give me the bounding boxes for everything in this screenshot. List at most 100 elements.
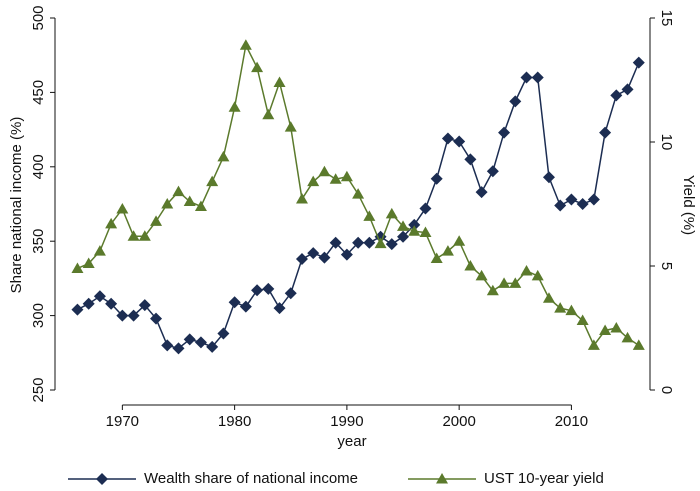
triangle-marker [587, 339, 600, 350]
triangle-marker [464, 260, 477, 271]
triangle-marker [318, 165, 331, 177]
x-tick-label: 2000 [442, 413, 475, 430]
x-tick-label: 1970 [106, 413, 139, 430]
triangle-marker [273, 76, 286, 87]
diamond-marker [82, 297, 95, 310]
triangle-marker [340, 170, 353, 182]
diamond-marker [284, 287, 297, 300]
triangle-marker [430, 252, 443, 264]
legend-label: UST 10-year yield [484, 470, 604, 487]
diamond-marker [228, 296, 241, 309]
diamond-marker [217, 327, 230, 340]
triangle-marker [632, 339, 645, 350]
triangle-marker [531, 269, 544, 281]
y2-tick-label: 10 [658, 134, 675, 151]
diamond-marker [587, 193, 600, 206]
diamond-marker [239, 300, 252, 313]
diamond-marker [138, 299, 151, 312]
triangle-marker [262, 108, 275, 120]
triangle-marker [251, 61, 264, 73]
diamond-marker [262, 282, 275, 295]
triangle-marker [329, 173, 342, 184]
triangle-marker [307, 175, 320, 187]
triangle-marker [374, 237, 387, 249]
diamond-marker [329, 236, 342, 249]
diamond-marker [498, 126, 511, 139]
diamond-marker [105, 297, 118, 310]
triangle-marker [116, 202, 129, 214]
diamond-marker [599, 126, 612, 139]
triangle-marker [520, 264, 533, 276]
triangle-marker [93, 245, 106, 256]
triangle-marker [127, 230, 140, 241]
diamond-marker [453, 135, 466, 148]
y2-tick-label: 5 [658, 262, 675, 270]
diamond-marker [385, 238, 398, 251]
triangle-marker [509, 277, 522, 288]
diamond-marker [172, 342, 185, 355]
y-axis-title: Share national income (%) [8, 117, 25, 294]
diamond-marker [419, 202, 432, 215]
diamond-marker [93, 290, 106, 303]
x-axis-title: year [337, 433, 366, 450]
diamond-marker [307, 247, 320, 260]
x-tick-label: 2010 [555, 413, 588, 430]
triangle-marker [419, 226, 432, 238]
diamond-marker [464, 153, 477, 166]
triangle-marker [408, 225, 421, 236]
y-tick-label: 300 [30, 303, 47, 328]
triangle-marker [436, 473, 449, 484]
diamond-marker [441, 132, 454, 145]
triangle-marker [228, 101, 241, 112]
diamond-marker [531, 71, 544, 84]
y-tick-label: 450 [30, 80, 47, 105]
y-tick-label: 250 [30, 377, 47, 402]
diamond-marker [295, 253, 308, 266]
diamond-marker [576, 198, 589, 210]
diamond-marker [397, 230, 410, 243]
triangle-marker [441, 245, 454, 256]
triangle-marker [565, 304, 578, 316]
diamond-marker [408, 218, 421, 231]
triangle-marker [486, 284, 499, 296]
diamond-marker [251, 284, 264, 297]
diamond-marker [621, 83, 634, 96]
y-tick-label: 500 [30, 5, 47, 30]
triangle-marker [498, 277, 511, 288]
diamond-marker [183, 333, 196, 346]
triangle-marker [610, 322, 623, 333]
y-tick-label: 400 [30, 154, 47, 179]
diamond-marker [520, 71, 533, 84]
triangle-marker [475, 269, 488, 281]
triangle-marker [183, 195, 196, 207]
triangle-marker [599, 324, 612, 335]
diamond-marker [206, 340, 219, 353]
y-tick-label: 350 [30, 229, 47, 254]
diamond-marker [352, 236, 365, 249]
triangle-marker [397, 220, 410, 231]
triangle-marker [172, 185, 185, 197]
diamond-marker [150, 312, 163, 325]
diamond-marker [340, 248, 353, 261]
x-tick-label: 1990 [330, 413, 363, 430]
triangle-marker [542, 292, 555, 303]
triangle-marker [239, 39, 252, 50]
y2-axis-title: Yield (%) [680, 175, 697, 235]
diamond-marker [475, 186, 488, 199]
triangle-marker [352, 188, 365, 199]
diamond-marker [127, 309, 140, 322]
diamond-marker [363, 236, 376, 249]
triangle-marker [71, 262, 84, 273]
triangle-marker [194, 200, 207, 211]
diamond-marker [116, 309, 129, 322]
triangle-marker [161, 198, 174, 209]
diamond-marker [542, 171, 555, 184]
diamond-marker [161, 339, 174, 352]
diamond-marker [194, 336, 207, 349]
triangle-marker [453, 235, 466, 246]
diamond-marker [554, 199, 567, 212]
triangle-marker [105, 217, 118, 229]
triangle-marker [295, 193, 308, 204]
legend-label: Wealth share of national income [144, 470, 358, 487]
